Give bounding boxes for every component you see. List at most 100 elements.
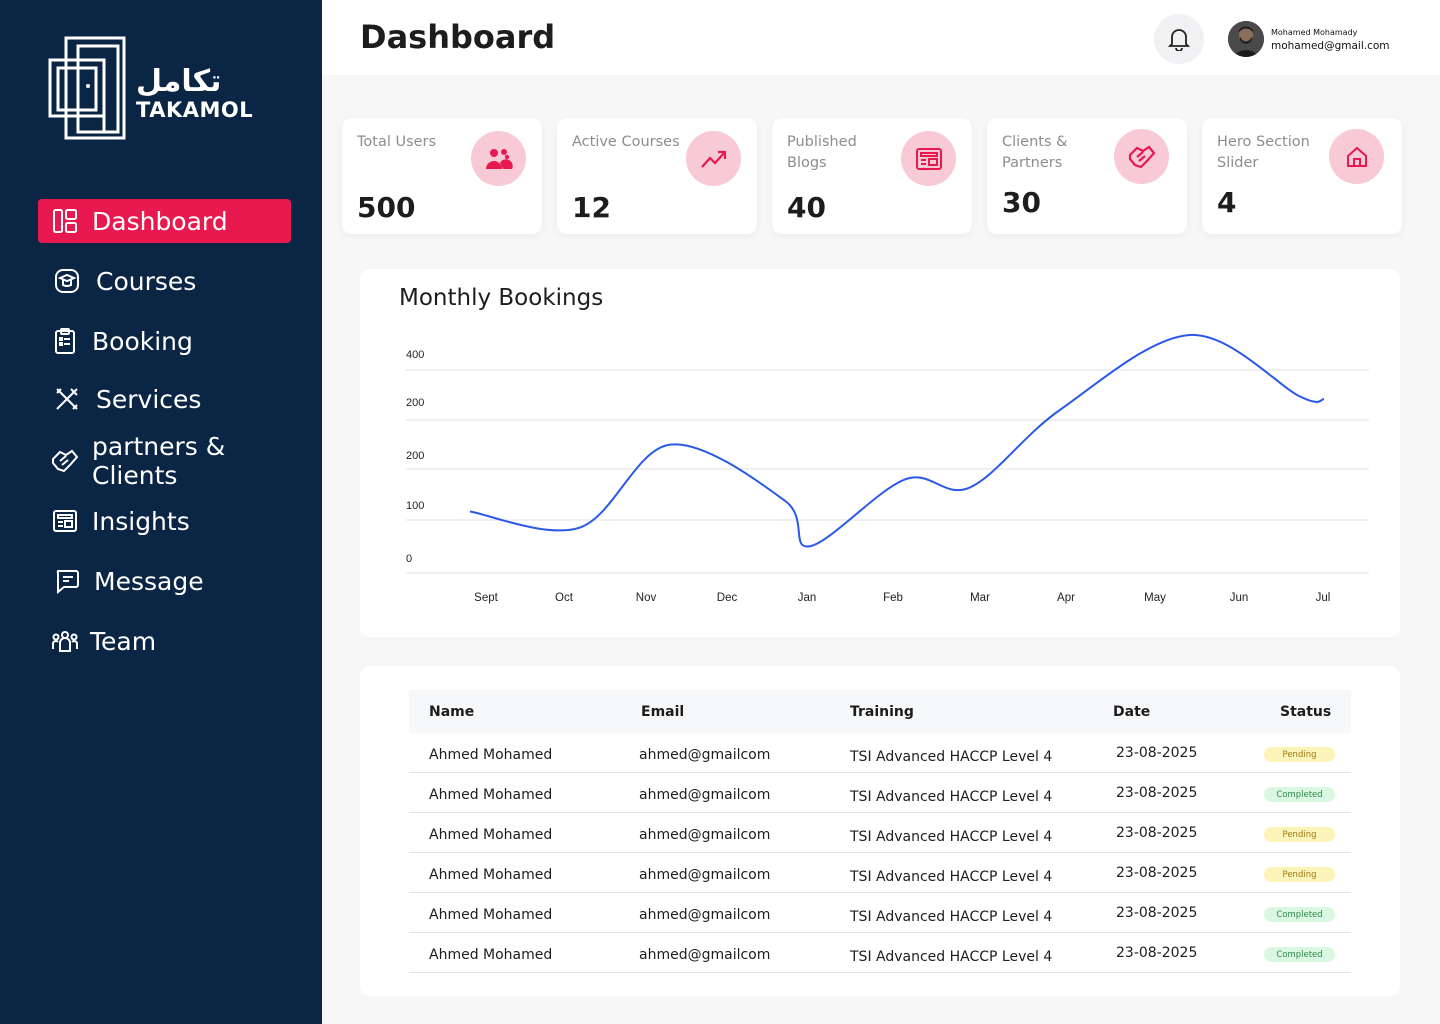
brand-arabic: تكامل (136, 64, 222, 99)
table-row[interactable]: Ahmed Mohamed ahmed@gmailcom TSI Advanced … (409, 733, 1351, 773)
sidebar-item-partners-clients[interactable]: partners & Clients (38, 432, 291, 490)
takamol-logo-mark-icon (48, 36, 126, 140)
stat-value: 500 (357, 191, 416, 224)
sidebar-item-team[interactable]: Team (38, 619, 291, 663)
email-cell: ahmed@gmailcom (639, 787, 771, 803)
training-cell: TSI Advanced HACCP Level 4 (850, 869, 1053, 885)
date-cell: 23-08-2025 (1116, 825, 1198, 841)
training-cell: TSI Advanced HACCP Level 4 (850, 829, 1053, 845)
brand-english: TAKAMOL (136, 98, 254, 122)
stat-card-total-users[interactable]: Total Users 500 (342, 118, 542, 234)
top-header: Dashboard Mohamed Mohamady mohamed@gmail… (322, 0, 1440, 75)
name-cell: Ahmed Mohamed (429, 787, 553, 803)
name-cell: Ahmed Mohamed (429, 867, 553, 883)
sidebar: تكامل TAKAMOL Dashboard Courses Booking (0, 0, 322, 1024)
email-cell: ahmed@gmailcom (639, 747, 771, 763)
y-tick-label: 200 (406, 397, 424, 409)
stat-card-published-blogs[interactable]: Published Blogs 40 (772, 118, 972, 234)
chart-title: Monthly Bookings (399, 285, 604, 311)
y-tick-label: 0 (406, 553, 412, 565)
x-tick-label: Jan (798, 592, 817, 604)
sidebar-item-label: Services (96, 384, 202, 414)
status-badge: Pending (1264, 827, 1335, 842)
email-cell: ahmed@gmailcom (639, 947, 771, 963)
tools-icon (52, 384, 82, 414)
sidebar-item-label: Courses (96, 266, 197, 296)
column-header-date[interactable]: Date (1113, 704, 1151, 720)
avatar[interactable] (1228, 21, 1264, 57)
training-cell: TSI Advanced HACCP Level 4 (850, 789, 1053, 805)
stat-value: 40 (787, 191, 826, 224)
stat-card-hero-section-slider[interactable]: Hero Section Slider 4 (1202, 118, 1402, 234)
table-row[interactable]: Ahmed Mohamed ahmed@gmailcom TSI Advanced … (409, 773, 1351, 813)
graduation-cap-icon (52, 266, 82, 296)
sidebar-item-dashboard[interactable]: Dashboard (38, 199, 291, 243)
table-header: Name Email Training Date Status (409, 690, 1351, 733)
sidebar-item-label: Team (90, 626, 157, 656)
date-cell: 23-08-2025 (1116, 945, 1198, 961)
name-cell: Ahmed Mohamed (429, 947, 553, 963)
column-header-status[interactable]: Status (1280, 704, 1332, 720)
table-row[interactable]: Ahmed Mohamed ahmed@gmailcom TSI Advanced … (409, 853, 1351, 893)
stat-card-clients-partners[interactable]: Clients & Partners 30 (987, 118, 1187, 234)
status-badge: Completed (1264, 907, 1335, 922)
stat-value: 12 (572, 191, 611, 224)
email-cell: ahmed@gmailcom (639, 907, 771, 923)
email-cell: ahmed@gmailcom (639, 827, 771, 843)
status-badge: Pending (1264, 867, 1335, 882)
sidebar-item-label: Booking (92, 326, 193, 356)
handshake-icon (1114, 129, 1169, 184)
user-email: mohamed@gmail.com (1271, 40, 1390, 52)
stat-label: Published Blogs (787, 134, 857, 171)
status-badge: Pending (1264, 747, 1335, 762)
newspaper-icon (50, 506, 80, 536)
bookings-series-line (469, 333, 1325, 548)
name-cell: Ahmed Mohamed (429, 907, 553, 923)
y-tick-label: 100 (406, 500, 424, 512)
stat-label: Active Courses (572, 134, 680, 150)
sidebar-item-label: Insights (92, 506, 190, 536)
training-cell: TSI Advanced HACCP Level 4 (850, 949, 1053, 965)
stat-label: Clients & Partners (1002, 134, 1068, 171)
brand-logo[interactable]: تكامل TAKAMOL (48, 36, 258, 142)
status-badge: Completed (1264, 787, 1335, 802)
newspaper-icon (901, 131, 956, 186)
column-header-name[interactable]: Name (429, 704, 475, 720)
x-tick-label: Feb (883, 592, 903, 604)
x-tick-label: Apr (1057, 592, 1075, 604)
column-header-email[interactable]: Email (641, 704, 685, 720)
bookings-table: Name Email Training Date Status Ahmed Mo… (360, 666, 1400, 996)
training-cell: TSI Advanced HACCP Level 4 (850, 909, 1053, 925)
date-cell: 23-08-2025 (1116, 785, 1198, 801)
trending-up-icon (686, 131, 741, 186)
x-tick-label: Jul (1316, 592, 1331, 604)
sidebar-item-message[interactable]: Message (38, 559, 291, 603)
sidebar-item-services[interactable]: Services (38, 377, 291, 421)
handshake-icon (50, 446, 80, 476)
home-icon (1329, 129, 1384, 184)
name-cell: Ahmed Mohamed (429, 747, 553, 763)
x-tick-label: Sept (474, 592, 498, 604)
x-tick-label: Dec (717, 592, 738, 604)
stat-label: Hero Section Slider (1217, 134, 1310, 171)
monthly-bookings-chart: Monthly Bookings 400 200 200 100 0 Sept Oct Nov… (360, 269, 1400, 637)
column-header-training[interactable]: Training (850, 704, 914, 720)
table-row[interactable]: Ahmed Mohamed ahmed@gmailcom TSI Advanced … (409, 813, 1351, 853)
stat-card-active-courses[interactable]: Active Courses 12 (557, 118, 757, 234)
training-cell: TSI Advanced HACCP Level 4 (850, 749, 1053, 765)
sidebar-item-label: partners & Clients (92, 432, 226, 490)
notifications-button[interactable] (1154, 14, 1204, 64)
table-row[interactable]: Ahmed Mohamed ahmed@gmailcom TSI Advanced … (409, 933, 1351, 973)
table-row[interactable]: Ahmed Mohamed ahmed@gmailcom TSI Advanced … (409, 893, 1351, 933)
page-title: Dashboard (360, 18, 556, 56)
user-photo-icon (1228, 21, 1264, 57)
x-tick-label: Jun (1230, 592, 1249, 604)
message-icon (52, 566, 82, 596)
date-cell: 23-08-2025 (1116, 865, 1198, 881)
date-cell: 23-08-2025 (1116, 905, 1198, 921)
x-tick-label: Mar (970, 592, 990, 604)
sidebar-item-insights[interactable]: Insights (38, 499, 291, 543)
status-badge: Completed (1264, 947, 1335, 962)
sidebar-item-courses[interactable]: Courses (38, 259, 291, 303)
sidebar-item-booking[interactable]: Booking (38, 319, 291, 363)
